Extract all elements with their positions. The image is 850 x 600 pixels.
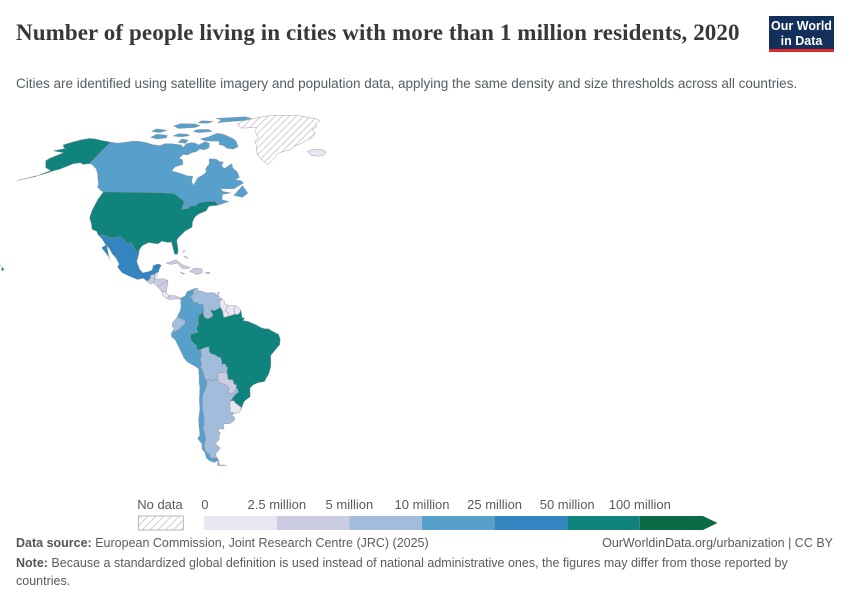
svg-text:100 million: 100 million [609,497,671,512]
svg-text:No data: No data [137,497,183,512]
svg-text:2.5 million: 2.5 million [248,497,307,512]
svg-text:25 million: 25 million [467,497,522,512]
svg-text:10 million: 10 million [395,497,450,512]
svg-text:50 million: 50 million [540,497,595,512]
svg-text:0: 0 [201,497,208,512]
svg-text:5 million: 5 million [326,497,374,512]
